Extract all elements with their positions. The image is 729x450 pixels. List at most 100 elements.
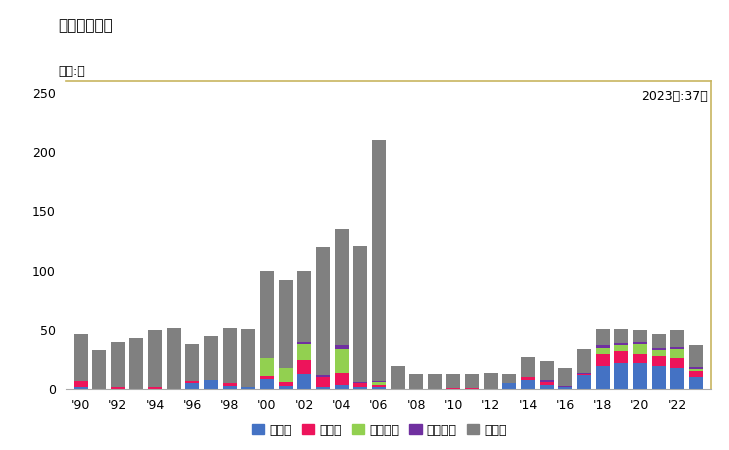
Bar <box>297 271 311 342</box>
Bar <box>689 367 703 369</box>
Bar <box>148 330 162 387</box>
Bar <box>222 383 237 386</box>
Bar <box>615 351 628 363</box>
Bar <box>428 374 442 389</box>
Bar <box>633 354 647 363</box>
Bar <box>74 387 87 389</box>
Bar <box>335 346 348 349</box>
Bar <box>502 383 516 389</box>
Bar <box>260 376 274 378</box>
Bar <box>670 349 685 358</box>
Bar <box>316 378 330 387</box>
Bar <box>652 350 666 356</box>
Bar <box>446 388 461 389</box>
Bar <box>670 358 685 368</box>
Bar <box>391 365 405 389</box>
Bar <box>615 329 628 343</box>
Bar <box>92 350 106 389</box>
Bar <box>633 344 647 354</box>
Bar <box>689 369 703 371</box>
Bar <box>316 247 330 375</box>
Bar <box>652 333 666 348</box>
Bar <box>633 330 647 342</box>
Bar <box>577 375 591 389</box>
Bar <box>409 374 423 389</box>
Text: 2023年:37台: 2023年:37台 <box>641 90 708 103</box>
Bar <box>372 140 386 381</box>
Bar <box>577 374 591 375</box>
Bar <box>670 330 685 346</box>
Bar <box>74 333 87 381</box>
Bar <box>558 387 572 389</box>
Bar <box>577 373 591 374</box>
Bar <box>278 386 292 389</box>
Bar <box>521 378 535 380</box>
Bar <box>185 383 200 389</box>
Bar <box>335 384 348 389</box>
Bar <box>689 371 703 378</box>
Bar <box>596 329 609 346</box>
Bar <box>278 368 292 382</box>
Bar <box>130 338 144 389</box>
Bar <box>670 346 685 349</box>
Bar <box>596 346 609 348</box>
Bar <box>354 383 367 387</box>
Bar <box>111 387 125 389</box>
Bar <box>558 386 572 387</box>
Text: 単位:台: 単位:台 <box>58 65 85 78</box>
Bar <box>633 363 647 389</box>
Bar <box>670 368 685 389</box>
Bar <box>278 382 292 386</box>
Bar <box>316 387 330 389</box>
Bar <box>521 357 535 378</box>
Bar <box>689 378 703 389</box>
Bar <box>185 381 200 383</box>
Bar <box>484 373 498 389</box>
Bar <box>222 386 237 389</box>
Bar <box>615 346 628 351</box>
Bar <box>222 328 237 383</box>
Bar <box>539 382 554 384</box>
Bar <box>241 329 255 387</box>
Bar <box>577 349 591 373</box>
Bar <box>335 349 348 373</box>
Bar <box>502 374 516 383</box>
Bar <box>167 328 181 389</box>
Bar <box>558 368 572 386</box>
Bar <box>465 374 479 388</box>
Bar <box>521 380 535 389</box>
Bar <box>689 346 703 367</box>
Bar <box>185 344 200 381</box>
Bar <box>446 374 461 388</box>
Bar <box>372 387 386 389</box>
Bar <box>596 348 609 354</box>
Bar <box>539 384 554 389</box>
Bar <box>260 358 274 376</box>
Legend: ドイツ, カナダ, オランダ, ベルギー, その他: ドイツ, カナダ, オランダ, ベルギー, その他 <box>246 418 512 441</box>
Bar <box>372 381 386 382</box>
Bar <box>615 363 628 389</box>
Bar <box>111 342 125 387</box>
Bar <box>278 280 292 368</box>
Bar <box>539 380 554 382</box>
Bar <box>335 229 348 346</box>
Bar <box>241 387 255 389</box>
Bar <box>335 373 348 384</box>
Bar <box>633 342 647 344</box>
Bar <box>372 382 386 384</box>
Bar <box>297 360 311 374</box>
Bar <box>297 344 311 360</box>
Bar <box>204 380 218 389</box>
Bar <box>652 348 666 350</box>
Bar <box>465 388 479 389</box>
Bar <box>615 343 628 346</box>
Bar <box>74 381 87 387</box>
Bar <box>297 342 311 344</box>
Bar <box>652 356 666 365</box>
Bar <box>354 387 367 389</box>
Bar <box>539 361 554 380</box>
Bar <box>652 365 666 389</box>
Text: 輸入量の推移: 輸入量の推移 <box>58 18 113 33</box>
Bar <box>260 378 274 389</box>
Bar <box>372 384 386 387</box>
